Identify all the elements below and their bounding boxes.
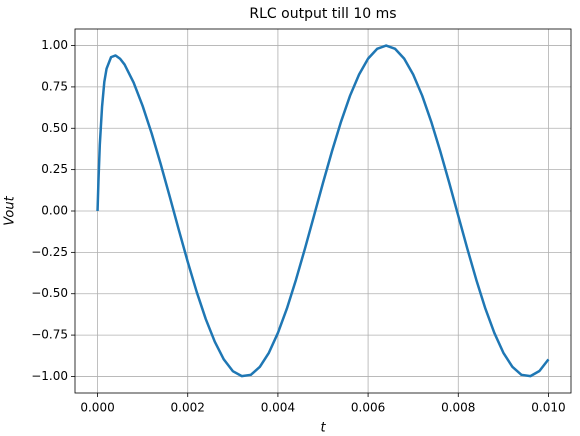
y-tick-label: −0.25 <box>31 245 68 259</box>
x-tick-label: 0.004 <box>261 401 295 415</box>
x-axis-label: t <box>320 421 326 436</box>
x-tick-label: 0.002 <box>171 401 205 415</box>
y-tick-label: 0.25 <box>41 162 68 176</box>
y-tick-label: 0.75 <box>41 79 68 93</box>
x-tick-label: 0.010 <box>531 401 565 415</box>
y-tick-label: −0.50 <box>31 286 68 300</box>
chart-title: RLC output till 10 ms <box>249 6 396 22</box>
y-tick-label: 0.50 <box>41 121 68 135</box>
y-tick-label: 0.00 <box>41 204 68 218</box>
y-tick-label: 1.00 <box>41 38 68 52</box>
x-tick-label: 0.006 <box>351 401 385 415</box>
y-tick-label: −0.75 <box>31 328 68 342</box>
data-line <box>96 44 550 378</box>
y-tick-label: −1.00 <box>31 369 68 383</box>
plot-frame <box>74 28 572 394</box>
y-axis-label: Vout <box>3 195 18 225</box>
x-tick-label: 0.000 <box>80 401 114 415</box>
x-tick-label: 0.008 <box>441 401 475 415</box>
